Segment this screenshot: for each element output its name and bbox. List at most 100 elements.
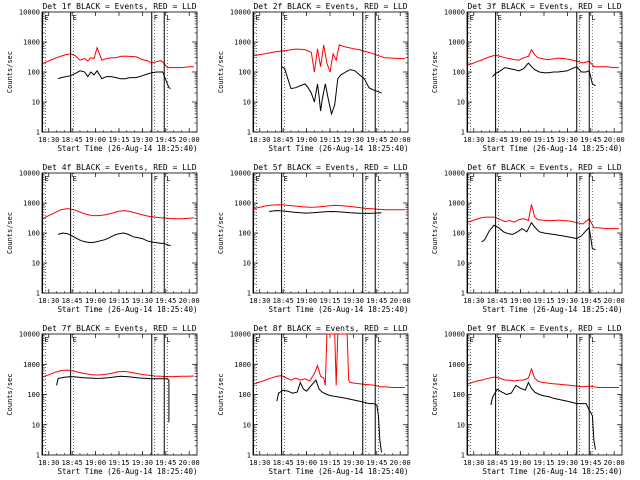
marker-label: L [166, 14, 170, 22]
marker-label: E [284, 14, 288, 22]
x-tick-label: 18:30 [38, 297, 59, 305]
series-events-black [492, 62, 596, 87]
series-lld-red [467, 367, 619, 388]
y-tick-label: 100 [452, 391, 465, 399]
chart-title: Det 1f BLACK = Events, RED = LLD [42, 2, 196, 11]
x-tick-label: 19:15 [319, 459, 340, 467]
chart-title: Det 5f BLACK = Events, RED = LLD [253, 163, 407, 172]
x-axis-label: Start Time (26-Aug-14 18:25:40) [58, 467, 198, 476]
x-tick-label: 19:00 [85, 136, 106, 144]
marker-label: E [73, 336, 77, 344]
x-tick-label: 19:45 [580, 459, 601, 467]
x-tick-label: 19:45 [580, 136, 601, 144]
x-tick-label: 19:15 [108, 136, 129, 144]
x-tick-label: 20:00 [390, 136, 411, 144]
x-tick-label: 19:30 [132, 297, 153, 305]
series-events-black [276, 379, 382, 453]
y-tick-label: 10 [243, 421, 251, 429]
plot-frame [41, 333, 198, 456]
marker-label: L [591, 175, 595, 183]
x-tick-label: 19:00 [85, 459, 106, 467]
x-tick-label: 18:45 [62, 297, 83, 305]
y-tick-label: 100 [27, 69, 40, 77]
y-tick-label: 10 [32, 421, 40, 429]
x-tick-label: 19:30 [557, 136, 578, 144]
y-tick-label: 10000 [230, 170, 251, 178]
x-tick-label: 18:45 [273, 136, 294, 144]
x-tick-label: 18:30 [38, 136, 59, 144]
y-tick-label: 10000 [230, 9, 251, 17]
x-tick-label: 19:45 [366, 297, 387, 305]
series-lld-red [467, 204, 619, 230]
y-tick-label: 10000 [444, 9, 465, 17]
series-lld-red [467, 48, 619, 69]
y-tick-label: 1 [461, 129, 465, 137]
x-tick-label: 19:15 [319, 136, 340, 144]
x-tick-label: 19:30 [343, 297, 364, 305]
y-tick-label: 100 [452, 230, 465, 238]
y-tick-label: 1 [247, 290, 251, 298]
y-axis-label: Counts/sec [6, 212, 14, 254]
y-tick-label: 1 [36, 452, 40, 460]
y-tick-label: 10000 [444, 331, 465, 339]
x-tick-label: 18:45 [487, 297, 508, 305]
marker-label: E [284, 336, 288, 344]
x-tick-label: 18:45 [273, 459, 294, 467]
marker-label: L [166, 175, 170, 183]
x-tick-label: 19:15 [108, 297, 129, 305]
x-axis-label: Start Time (26-Aug-14 18:25:40) [269, 467, 409, 476]
x-tick-label: 19:30 [132, 136, 153, 144]
marker-label: F [154, 14, 158, 22]
chart-title: Det 3f BLACK = Events, RED = LLD [467, 2, 621, 11]
marker-label: E [470, 175, 474, 183]
x-tick-label: 19:15 [533, 459, 554, 467]
y-tick-label: 1000 [234, 361, 251, 369]
x-tick-label: 19:00 [85, 297, 106, 305]
panel-det-5f: Det 5f BLACK = Events, RED = LLD 1 10 100 10… [217, 163, 411, 314]
y-axis-label: Counts/sec [217, 373, 225, 415]
marker-label: E [498, 336, 502, 344]
marker-label: E [256, 14, 260, 22]
x-tick-label: 18:45 [487, 136, 508, 144]
x-tick-label: 20:00 [179, 297, 200, 305]
x-tick-label: 19:45 [155, 136, 176, 144]
plot-frame [466, 333, 623, 456]
chart-title: Det 2f BLACK = Events, RED = LLD [253, 2, 407, 11]
x-tick-label: 19:00 [510, 297, 531, 305]
x-tick-label: 19:45 [366, 459, 387, 467]
y-tick-label: 100 [27, 391, 40, 399]
y-axis-label: Counts/sec [6, 51, 14, 93]
y-tick-label: 1000 [234, 39, 251, 47]
panel-det-3f: Det 3f BLACK = Events, RED = LLD 1 10 100 10… [431, 2, 625, 153]
x-tick-label: 19:30 [343, 136, 364, 144]
y-tick-label: 10 [457, 421, 465, 429]
marker-label: E [470, 14, 474, 22]
chart-title: Det 8f BLACK = Events, RED = LLD [253, 324, 407, 333]
marker-label: E [470, 336, 474, 344]
y-axis-label: Counts/sec [217, 51, 225, 93]
marker-label: E [498, 175, 502, 183]
marker-label: F [579, 336, 583, 344]
y-tick-label: 1000 [23, 39, 40, 47]
x-tick-label: 18:30 [463, 136, 484, 144]
marker-label: F [154, 336, 158, 344]
y-tick-label: 10000 [230, 331, 251, 339]
marker-label: E [498, 14, 502, 22]
marker-label: L [377, 14, 381, 22]
y-tick-label: 10000 [19, 170, 40, 178]
series-lld-red [42, 45, 194, 69]
plot-frame [41, 11, 198, 133]
y-axis-label: Counts/sec [431, 373, 439, 415]
x-tick-label: 19:00 [510, 459, 531, 467]
x-tick-label: 18:30 [249, 297, 270, 305]
panel-det-4f: Det 4f BLACK = Events, RED = LLD 1 10 100 10… [6, 163, 200, 314]
y-axis-label: Counts/sec [6, 373, 14, 415]
y-tick-label: 100 [27, 230, 40, 238]
x-tick-label: 20:00 [390, 297, 411, 305]
x-tick-label: 19:30 [557, 459, 578, 467]
series-events-black [281, 66, 382, 116]
x-axis-label: Start Time (26-Aug-14 18:25:40) [483, 467, 623, 476]
x-axis-label: Start Time (26-Aug-14 18:25:40) [483, 144, 623, 153]
marker-label: F [579, 175, 583, 183]
plot-frame [252, 333, 409, 456]
